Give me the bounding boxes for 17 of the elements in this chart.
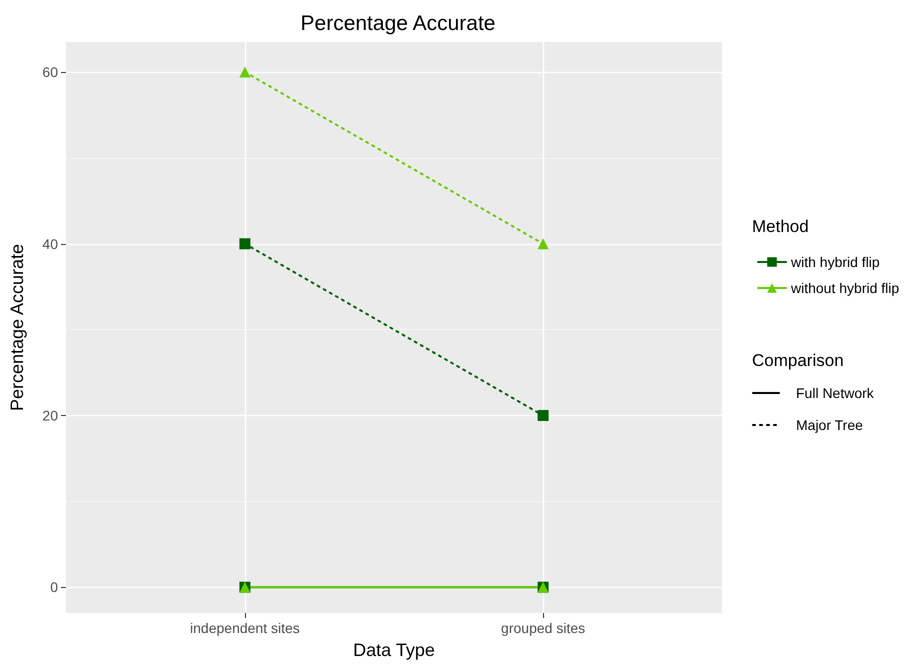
- y-axis-title: Percentage Accurate: [7, 244, 27, 412]
- point: [538, 410, 549, 422]
- text: Full Network: [796, 385, 874, 401]
- text: Major Tree: [796, 417, 863, 433]
- point: [239, 238, 250, 250]
- y-tick-label: 0: [50, 579, 58, 596]
- legend-label: without hybrid flip: [790, 280, 900, 296]
- y-tick-label: 40: [42, 236, 58, 252]
- legend-title: Method: [752, 217, 809, 236]
- x-axis-title: Data Type: [353, 640, 435, 660]
- x-tick-label: grouped sites: [501, 620, 586, 636]
- x-tick-label: independent sites: [190, 620, 300, 636]
- chart-title: Percentage Accurate: [300, 12, 496, 35]
- text: Comparison: [752, 351, 845, 371]
- legend-label: with hybrid flip: [790, 254, 880, 270]
- y-tick-label: 60: [42, 64, 58, 80]
- y-tick-label: 20: [42, 408, 58, 424]
